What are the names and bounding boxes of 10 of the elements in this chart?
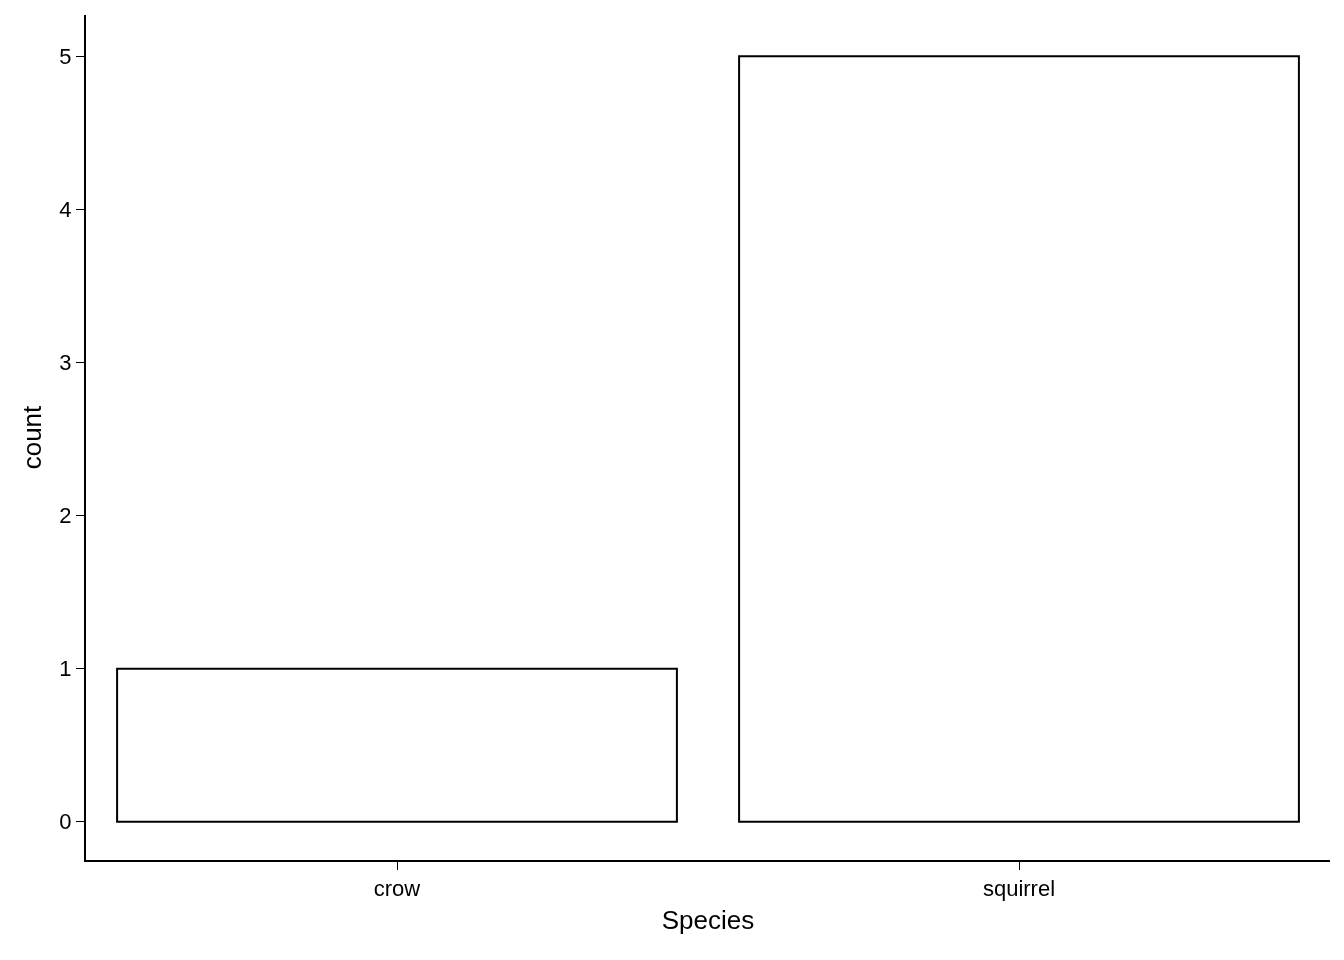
y-tick-label: 3 [59, 350, 72, 376]
y-tick-label: 0 [59, 809, 72, 835]
y-tick-label: 2 [59, 503, 72, 529]
x-axis-title: Species [661, 904, 755, 935]
y-tick-label: 5 [59, 44, 72, 70]
y-tick-label: 1 [59, 656, 72, 682]
y-axis-title: count [17, 404, 48, 470]
x-tick-label: squirrel [982, 876, 1056, 902]
y-tick-label: 4 [59, 197, 72, 223]
x-tick-label: crow [373, 876, 421, 902]
